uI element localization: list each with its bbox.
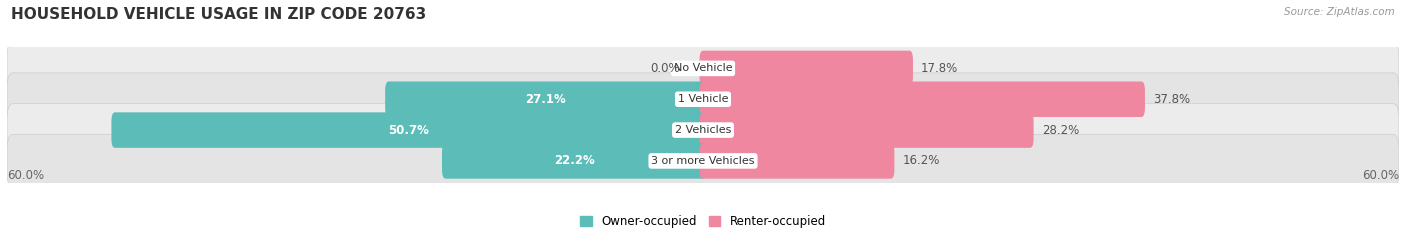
FancyBboxPatch shape <box>700 81 1144 117</box>
Text: HOUSEHOLD VEHICLE USAGE IN ZIP CODE 20763: HOUSEHOLD VEHICLE USAGE IN ZIP CODE 2076… <box>11 7 426 22</box>
FancyBboxPatch shape <box>700 143 894 179</box>
Text: 2 Vehicles: 2 Vehicles <box>675 125 731 135</box>
Text: 60.0%: 60.0% <box>7 169 44 182</box>
Text: 50.7%: 50.7% <box>388 124 429 137</box>
FancyBboxPatch shape <box>385 81 706 117</box>
Text: 0.0%: 0.0% <box>650 62 681 75</box>
FancyBboxPatch shape <box>441 143 706 179</box>
Text: 60.0%: 60.0% <box>1362 169 1399 182</box>
Text: 3 or more Vehicles: 3 or more Vehicles <box>651 156 755 166</box>
Text: 17.8%: 17.8% <box>921 62 959 75</box>
Legend: Owner-occupied, Renter-occupied: Owner-occupied, Renter-occupied <box>579 215 827 228</box>
Text: 28.2%: 28.2% <box>1042 124 1078 137</box>
FancyBboxPatch shape <box>7 104 1399 157</box>
FancyBboxPatch shape <box>7 135 1399 187</box>
Text: 37.8%: 37.8% <box>1153 93 1191 106</box>
Text: No Vehicle: No Vehicle <box>673 63 733 73</box>
FancyBboxPatch shape <box>7 42 1399 95</box>
FancyBboxPatch shape <box>7 73 1399 126</box>
Text: 27.1%: 27.1% <box>526 93 567 106</box>
Text: 16.2%: 16.2% <box>903 154 939 168</box>
FancyBboxPatch shape <box>111 112 706 148</box>
FancyBboxPatch shape <box>700 112 1033 148</box>
Text: 1 Vehicle: 1 Vehicle <box>678 94 728 104</box>
Text: Source: ZipAtlas.com: Source: ZipAtlas.com <box>1284 7 1395 17</box>
FancyBboxPatch shape <box>700 51 912 86</box>
Text: 22.2%: 22.2% <box>554 154 595 168</box>
